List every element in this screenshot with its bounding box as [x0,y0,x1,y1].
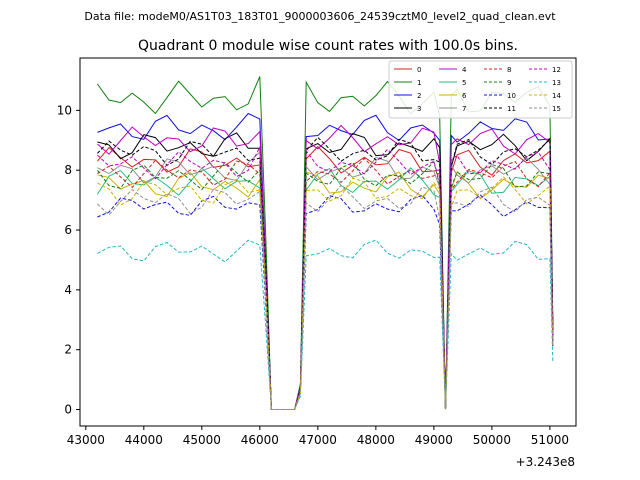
series-line-9 [97,160,554,410]
series-line-11 [97,136,554,410]
series-line-8 [97,157,554,410]
legend-label-9: 9 [507,79,511,87]
y-tick-label: 10 [57,103,72,117]
y-tick-label: 0 [64,403,72,417]
x-tick-label: 43000 [67,433,105,447]
series-line-12 [97,145,554,410]
y-tick-label: 4 [64,283,72,297]
series-line-13 [97,239,554,410]
x-tick-label: 46000 [241,433,279,447]
x-tick-label: 47000 [299,433,337,447]
x-tick-label: 44000 [125,433,163,447]
legend-label-11: 11 [507,105,516,113]
x-tick-label: 45000 [183,433,221,447]
y-tick-label: 2 [64,343,72,357]
x-tick-label: 51000 [531,433,569,447]
series-line-10 [97,194,554,410]
series-group [96,76,554,410]
x-tick-label: 49000 [415,433,453,447]
legend-label-14: 14 [552,92,561,100]
legend-label-3: 3 [417,105,421,113]
legend-label-6: 6 [462,92,467,100]
x-tick-label: 50000 [473,433,511,447]
series-line-7 [97,150,554,410]
legend-label-1: 1 [417,79,421,87]
series-line-15 [97,184,554,410]
legend-label-15: 15 [552,105,561,113]
x-offset-label: +3.243e8 [516,455,575,469]
data-file-label: Data file: modeM0/AS1T03_183T01_90000036… [84,10,556,23]
series-line-3 [97,132,554,410]
legend-label-10: 10 [507,92,516,100]
legend-label-2: 2 [417,92,421,100]
axes-frame [79,57,577,427]
plot-area: 43000 44000 45000 46000 47000 48000 49000 50000… [57,57,577,447]
legend-label-0: 0 [417,66,421,74]
chart-title: Quadrant 0 module wise count rates with … [138,38,518,54]
legend-label-12: 12 [552,66,561,74]
legend-label-8: 8 [507,66,511,74]
y-tick-label: 6 [64,223,72,237]
series-line-2 [97,112,554,410]
series-line-14 [97,176,554,410]
series-line-5 [96,167,554,410]
series-line-6 [97,170,554,410]
legend-label-4: 4 [462,66,467,74]
legend-label-13: 13 [552,79,561,87]
y-tick-label: 8 [64,163,72,177]
legend-label-7: 7 [462,105,466,113]
x-tick-label: 48000 [357,433,395,447]
legend-label-5: 5 [462,79,466,87]
series-line-0 [97,145,554,410]
legend-box [388,60,573,119]
